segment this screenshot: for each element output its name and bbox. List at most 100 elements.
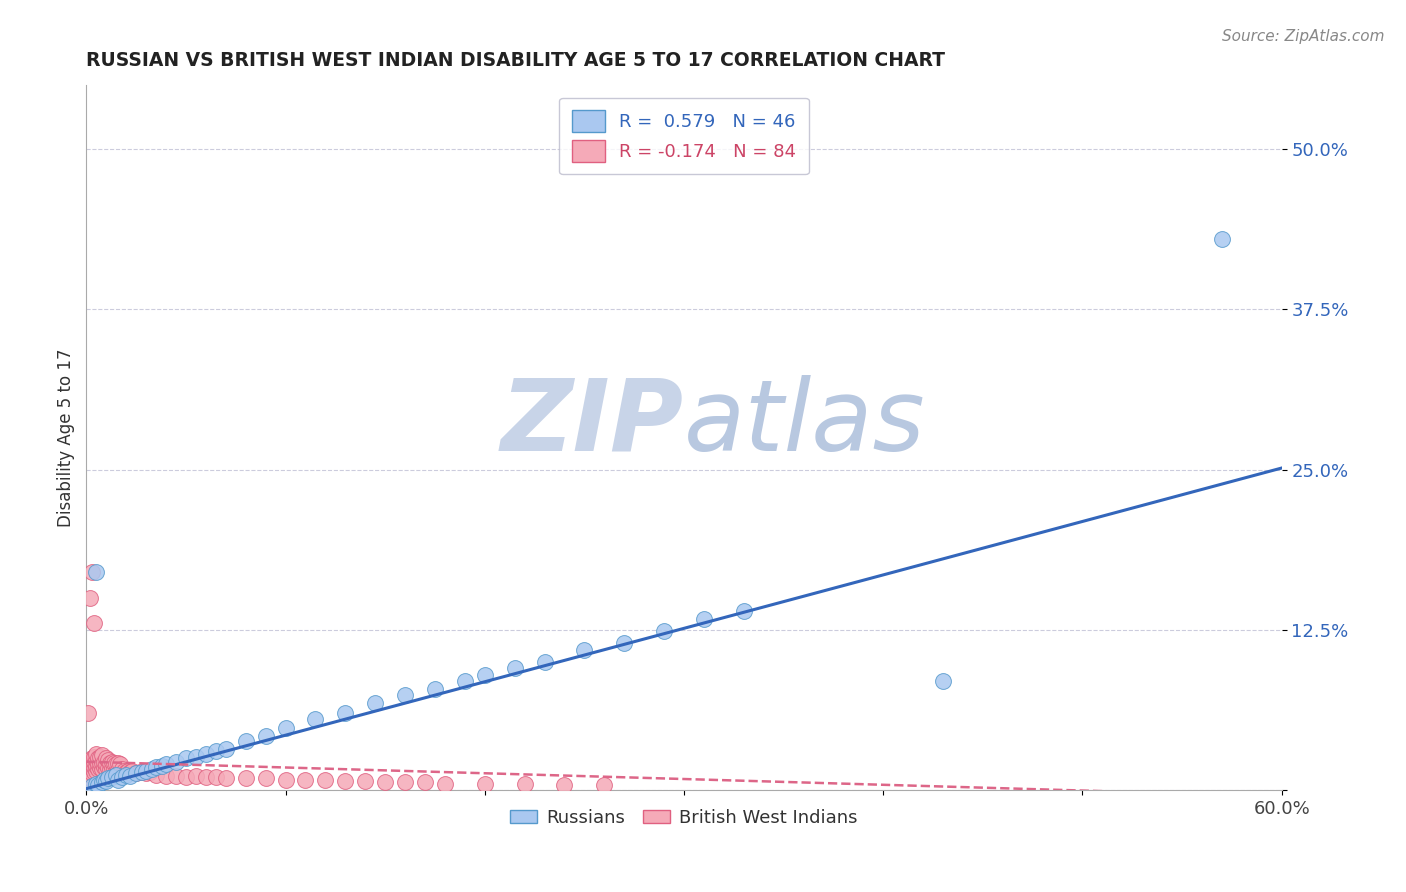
Point — [117, 764, 139, 778]
Point — [574, 643, 596, 657]
Point — [107, 763, 129, 777]
Point — [139, 764, 162, 779]
Point — [79, 591, 101, 605]
Point — [82, 565, 104, 579]
Text: RUSSIAN VS BRITISH WEST INDIAN DISABILITY AGE 5 TO 17 CORRELATION CHART: RUSSIAN VS BRITISH WEST INDIAN DISABILIT… — [86, 51, 945, 70]
Point — [274, 772, 297, 787]
Point — [105, 764, 128, 778]
Point — [294, 772, 316, 787]
Point — [194, 747, 217, 761]
Point — [98, 756, 121, 770]
Point — [274, 722, 297, 736]
Point — [83, 760, 105, 774]
Point — [145, 767, 167, 781]
Point — [135, 766, 157, 780]
Point — [84, 776, 107, 790]
Point — [105, 757, 128, 772]
Point — [120, 764, 142, 779]
Point — [82, 766, 104, 780]
Point — [96, 773, 118, 788]
Point — [97, 754, 120, 768]
Point — [107, 756, 129, 770]
Point — [98, 763, 121, 777]
Point — [204, 744, 226, 758]
Point — [87, 763, 110, 777]
Point — [125, 766, 148, 780]
Point — [120, 769, 142, 783]
Point — [82, 779, 104, 793]
Point — [91, 756, 114, 770]
Point — [932, 673, 955, 688]
Point — [103, 763, 125, 777]
Point — [135, 764, 157, 778]
Point — [108, 757, 131, 772]
Point — [593, 778, 616, 792]
Point — [304, 713, 326, 727]
Point — [184, 769, 207, 783]
Point — [96, 763, 118, 777]
Point — [87, 778, 110, 792]
Point — [155, 769, 177, 783]
Point — [83, 755, 105, 769]
Point — [79, 763, 101, 777]
Point — [84, 764, 107, 778]
Point — [84, 758, 107, 772]
Point — [145, 760, 167, 774]
Point — [129, 764, 152, 779]
Point — [394, 688, 416, 702]
Point — [96, 751, 118, 765]
Point — [77, 770, 100, 784]
Point — [91, 763, 114, 777]
Point — [82, 751, 104, 765]
Legend: Russians, British West Indians: Russians, British West Indians — [503, 801, 865, 834]
Point — [101, 761, 124, 775]
Point — [82, 761, 104, 775]
Point — [215, 772, 238, 786]
Point — [235, 734, 257, 748]
Point — [354, 773, 377, 788]
Point — [235, 772, 257, 786]
Point — [87, 751, 110, 765]
Point — [121, 764, 143, 778]
Point — [155, 757, 177, 772]
Point — [93, 772, 115, 787]
Point — [423, 681, 446, 696]
Point — [433, 776, 456, 790]
Point — [89, 749, 111, 764]
Point — [93, 760, 115, 774]
Point — [503, 661, 526, 675]
Point — [693, 612, 716, 626]
Point — [174, 770, 197, 784]
Point — [83, 616, 105, 631]
Point — [314, 772, 336, 787]
Point — [335, 706, 357, 720]
Point — [454, 673, 477, 688]
Point — [79, 755, 101, 769]
Point — [204, 770, 226, 784]
Point — [125, 766, 148, 780]
Point — [254, 772, 277, 786]
Point — [115, 767, 138, 781]
Point — [79, 760, 101, 774]
Point — [96, 757, 118, 772]
Point — [77, 757, 100, 772]
Point — [91, 775, 114, 789]
Point — [115, 764, 138, 779]
Point — [101, 755, 124, 769]
Point — [77, 706, 100, 720]
Point — [91, 748, 114, 763]
Point — [513, 776, 536, 790]
Point — [184, 749, 207, 764]
Point — [413, 775, 436, 789]
Point — [141, 763, 163, 777]
Point — [394, 775, 416, 789]
Point — [101, 770, 124, 784]
Point — [1211, 232, 1233, 246]
Point — [652, 624, 675, 638]
Point — [107, 772, 129, 787]
Text: atlas: atlas — [683, 375, 925, 472]
Point — [84, 747, 107, 761]
Point — [215, 742, 238, 756]
Point — [335, 773, 357, 788]
Point — [613, 635, 636, 649]
